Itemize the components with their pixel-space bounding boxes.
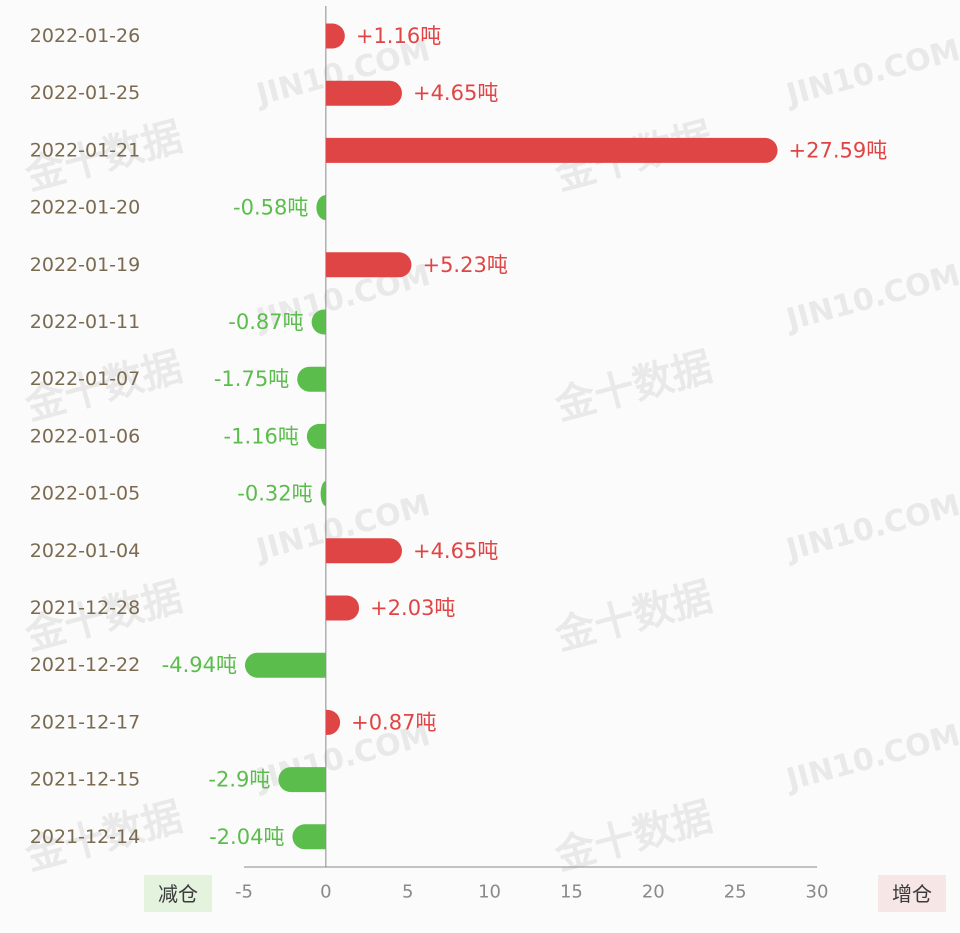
data-label: +1.16吨 [356,24,441,48]
category-label: 2022-01-19 [30,254,140,276]
negative-bar [306,423,326,449]
data-label: -1.75吨 [214,367,289,391]
negative-bar [292,824,326,850]
data-label: +4.65吨 [413,539,498,563]
category-label: 2021-12-17 [30,711,140,733]
category-label: 2021-12-14 [30,826,140,848]
data-label: -0.87吨 [228,310,303,334]
legend-negative-box [144,875,212,912]
category-label: 2022-01-25 [30,82,140,104]
legend-negative-label: 减仓 [158,882,198,906]
data-label: +0.87吨 [351,710,436,734]
data-label: +4.65吨 [413,81,498,105]
x-tick-label: -5 [235,882,253,903]
data-label: +2.03吨 [370,596,455,620]
category-label: 2022-01-07 [30,368,140,390]
positive-bar [325,595,360,621]
negative-bar [297,366,326,392]
positive-bar [325,80,402,106]
x-tick-label: 25 [724,882,747,903]
category-label: 2022-01-11 [30,311,140,333]
category-label: 2022-01-06 [30,425,140,447]
data-label: -1.16吨 [224,424,299,448]
category-label: 2021-12-15 [30,769,140,791]
negative-bar [316,195,326,221]
positive-bar [325,538,402,564]
legend-positive-label: 增仓 [892,882,932,906]
legend-positive-box [878,875,946,912]
category-label: 2021-12-22 [30,654,140,676]
x-tick-label: 15 [560,882,583,903]
category-label: 2022-01-21 [30,139,140,161]
data-label: -2.9吨 [208,768,270,792]
negative-bar [311,309,326,335]
data-label: +5.23吨 [422,253,507,277]
category-label: 2022-01-05 [30,483,140,505]
category-label: 2021-12-28 [30,597,140,619]
x-tick-label: 0 [320,882,331,903]
category-label: 2022-01-26 [30,25,140,47]
x-tick-label: 20 [642,882,665,903]
negative-bar [320,481,326,507]
category-label: 2022-01-20 [30,197,140,219]
negative-bar [278,767,326,793]
x-tick-label: 30 [806,882,829,903]
data-label: -4.94吨 [162,653,237,677]
positive-bar [325,23,345,49]
positive-bar [325,709,341,735]
positive-bar [325,252,412,278]
positive-bar [325,137,778,163]
negative-bar [244,652,326,678]
data-label: -2.04吨 [209,825,284,849]
data-label: -0.58吨 [233,196,308,220]
category-label: 2022-01-04 [30,540,140,562]
data-label: +27.59吨 [789,138,888,162]
x-tick-label: 10 [478,882,501,903]
x-tick-label: 5 [402,882,413,903]
data-label: -0.32吨 [237,482,312,506]
